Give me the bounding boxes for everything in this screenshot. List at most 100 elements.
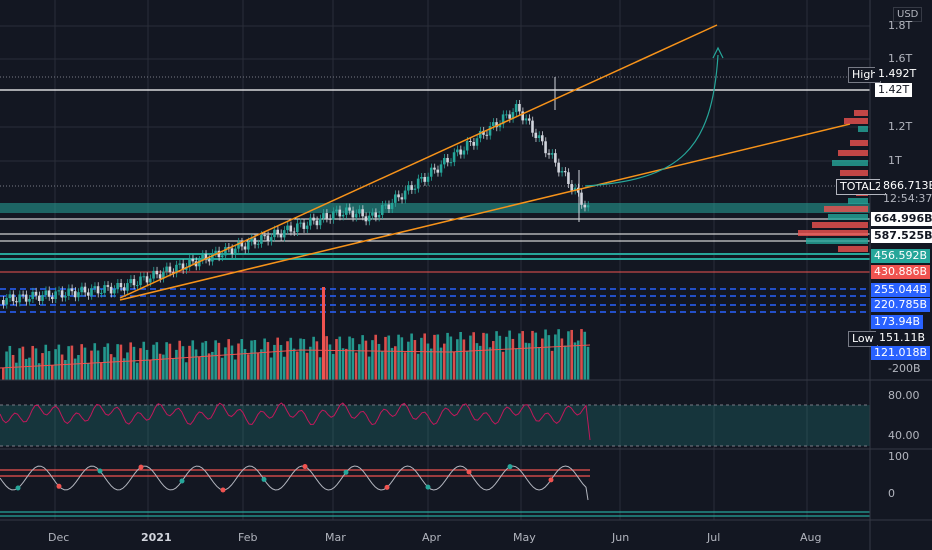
volume-bar <box>28 357 31 380</box>
candle-body <box>276 229 279 234</box>
volume-bar <box>198 356 201 380</box>
candle-body <box>495 122 498 128</box>
level-173: 173.94B <box>871 315 924 329</box>
volume-bar <box>93 343 97 380</box>
profile-bar <box>838 246 868 252</box>
candle-body <box>354 213 358 218</box>
candle-body <box>361 209 364 217</box>
osc-marker <box>466 469 472 475</box>
candle-body <box>198 260 201 267</box>
volume-bar <box>580 329 583 380</box>
volume-bar <box>90 350 93 380</box>
volume-bar <box>204 341 208 380</box>
volume-bar <box>73 358 77 380</box>
symbol-price: 866.713B <box>880 179 932 193</box>
candle-body <box>511 112 515 119</box>
volume-bar <box>387 335 391 380</box>
volume-bar <box>309 346 312 380</box>
candle-body <box>54 291 57 300</box>
candle-body <box>289 225 293 232</box>
time-tick-aug: Aug <box>800 531 822 544</box>
candle-body <box>465 140 469 151</box>
profile-bar <box>806 238 868 244</box>
volume-bar <box>407 341 410 380</box>
candle-body <box>201 254 204 261</box>
volume-bar <box>60 354 64 380</box>
volume-bar <box>119 344 123 380</box>
volume-bar <box>21 346 25 380</box>
candle-body <box>338 209 342 217</box>
candle-body <box>586 205 590 208</box>
projection-curve <box>584 54 719 187</box>
volume-bar <box>44 344 48 380</box>
high-value: 1.492T <box>875 67 920 81</box>
volume-bar <box>358 344 361 380</box>
time-tick-jul: Jul <box>707 531 721 544</box>
volume-tick: -200B <box>888 362 921 375</box>
volume-bar <box>322 287 325 380</box>
candle-body <box>60 290 64 298</box>
volume-bar <box>449 336 453 380</box>
volume-bar <box>465 351 469 380</box>
candle-body <box>309 217 312 226</box>
volume-bar <box>511 338 515 380</box>
candle-body <box>485 134 489 136</box>
volume-bar <box>345 348 348 380</box>
candle-body <box>410 185 413 190</box>
candle-body <box>335 209 338 212</box>
rsi-band <box>0 405 870 446</box>
volume-bar <box>534 332 538 380</box>
volume-bar <box>459 332 462 380</box>
volume-bar <box>15 362 18 380</box>
level-664: 664.996B <box>871 212 932 226</box>
volume-bar <box>420 337 423 380</box>
candle-body <box>217 250 221 258</box>
candle-body <box>531 120 534 133</box>
candle-body <box>178 263 181 265</box>
bar-countdown: 12:54:37 <box>883 192 932 205</box>
volume-bar <box>380 351 384 380</box>
volume-bar <box>230 345 234 380</box>
volume-bar <box>240 339 244 380</box>
volume-bar <box>462 339 466 380</box>
candle-body <box>449 162 453 164</box>
volume-bar <box>211 351 214 380</box>
candle-body <box>73 291 77 298</box>
symbol-label[interactable]: TOTAL2 <box>836 179 886 195</box>
volume-bar <box>537 347 541 380</box>
volume-bar <box>478 345 482 380</box>
volume-bar <box>80 344 83 380</box>
volume-bar <box>292 348 296 380</box>
candle-body <box>299 222 302 224</box>
candle-body <box>341 214 345 217</box>
volume-bar <box>256 353 260 380</box>
candle-body <box>279 233 283 238</box>
candle-body <box>106 285 110 287</box>
volume-bar <box>135 362 139 380</box>
candle-body <box>498 124 502 128</box>
candle-body <box>403 190 407 200</box>
candle-body <box>345 207 348 215</box>
candle-body <box>77 292 80 298</box>
volume-bar <box>57 344 61 380</box>
candle-body <box>456 149 459 153</box>
candle-body <box>429 167 433 177</box>
wedge-upper <box>119 24 718 299</box>
volume-bar <box>269 357 273 380</box>
volume-bar <box>305 352 309 380</box>
candle-body <box>322 213 325 219</box>
candle-body <box>374 212 377 218</box>
candle-body <box>371 212 374 216</box>
volume-bar <box>482 332 485 380</box>
candle-body <box>567 172 570 185</box>
volume-bar <box>318 357 322 380</box>
candle-body <box>478 130 482 139</box>
volume-bar <box>410 333 413 380</box>
candle-body <box>583 204 587 208</box>
volume-bar <box>142 341 146 380</box>
candle-body <box>580 192 583 205</box>
candle-body <box>67 288 70 296</box>
candle-body <box>563 171 567 173</box>
